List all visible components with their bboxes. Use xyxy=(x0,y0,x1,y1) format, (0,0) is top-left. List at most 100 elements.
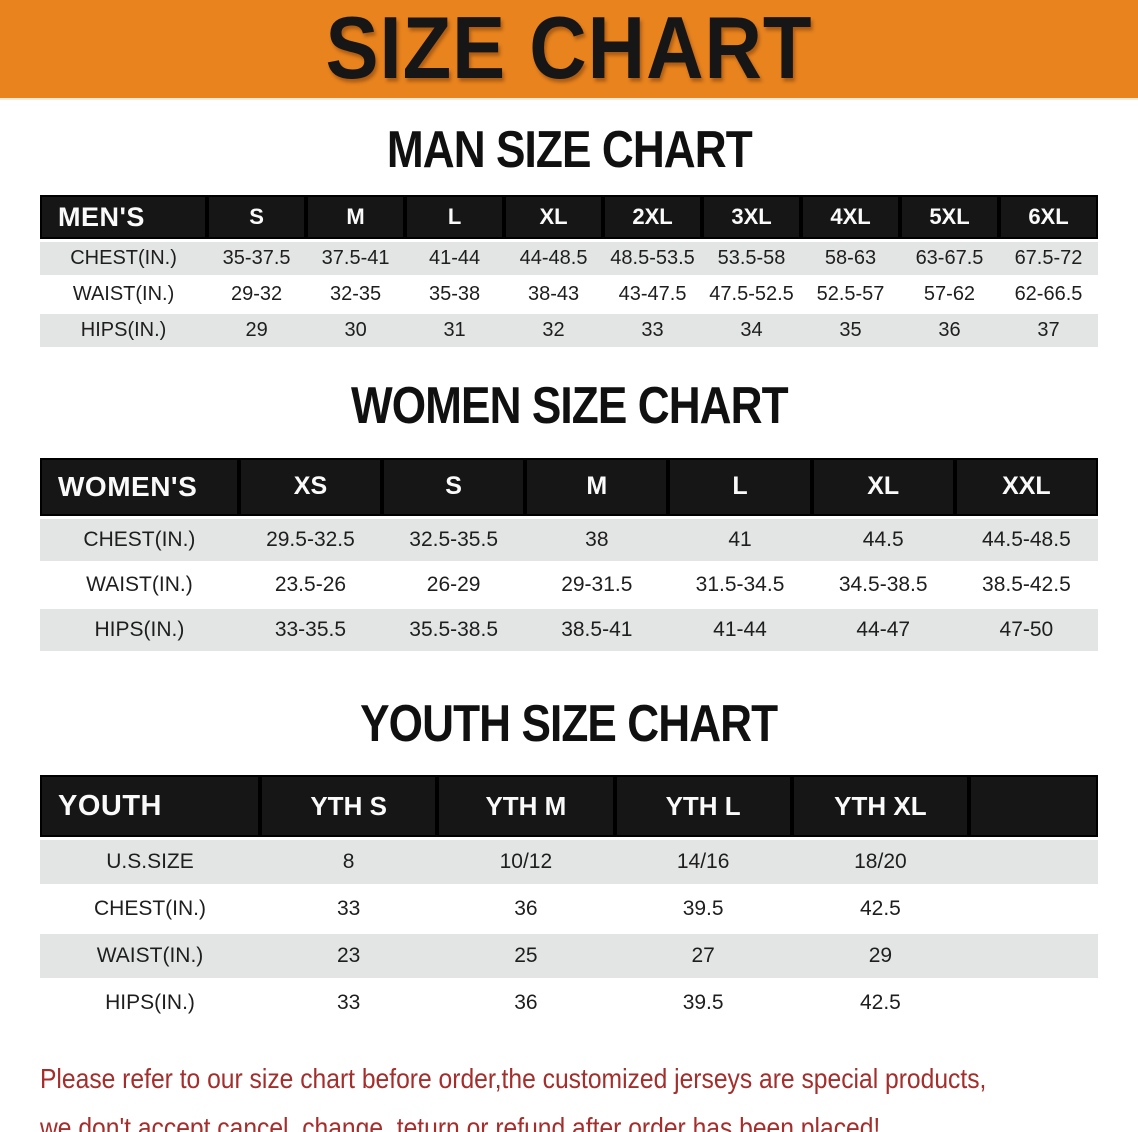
measurement-value: 29 xyxy=(791,934,970,979)
table-row: WAIST(IN.) 23 25 27 29 xyxy=(40,934,1098,979)
measurement-value: 8 xyxy=(260,840,438,885)
size-column-header: 3XL xyxy=(702,195,802,240)
table-row: U.S.SIZE 8 10/12 14/16 18/20 xyxy=(40,840,1098,885)
measurement-value: 34 xyxy=(702,314,802,348)
measurement-value: 63-67.5 xyxy=(900,242,999,276)
measurement-value: 38.5-42.5 xyxy=(954,563,1098,606)
measurement-value: 29.5-32.5 xyxy=(238,518,383,561)
measurement-value: 44-47 xyxy=(811,608,955,651)
measurement-value: 34.5-38.5 xyxy=(811,563,955,606)
men-section-title-text: MAN SIZE CHART xyxy=(386,121,753,180)
row-filler xyxy=(969,887,1098,932)
table-row: CHEST(IN.) 35-37.5 37.5-41 41-44 44-48.5 48.5… xyxy=(40,242,1098,276)
measurement-value: 38-43 xyxy=(504,278,604,312)
size-column-header: YTH M xyxy=(437,775,615,838)
measurement-value: 32 xyxy=(504,314,604,348)
header-filler xyxy=(969,775,1098,838)
size-chart-banner: SIZE CHART xyxy=(0,0,1138,100)
size-column-header: S xyxy=(382,457,526,516)
measurement-value: 41 xyxy=(668,518,812,561)
women-size-section: WOMEN SIZE CHART WOMEN'S XS S M L XL XXL CHEST(… xyxy=(40,378,1098,654)
measurement-value: 52.5-57 xyxy=(801,278,900,312)
table-row: WAIST(IN.) 29-32 32-35 35-38 38-43 43-47.5 47.… xyxy=(40,278,1098,312)
table-row: CHEST(IN.) 33 36 39.5 42.5 xyxy=(40,887,1098,932)
measurement-value: 43-47.5 xyxy=(603,278,703,312)
measurement-row-label: U.S.SIZE xyxy=(40,840,261,885)
size-column-header: 6XL xyxy=(998,195,1098,240)
size-column-header: XL xyxy=(504,195,604,240)
measurement-value: 62-66.5 xyxy=(998,278,1098,312)
size-column-header: XXL xyxy=(954,457,1098,516)
measurement-value: 39.5 xyxy=(614,981,792,1026)
measurement-value: 32-35 xyxy=(306,278,406,312)
measurement-value: 29-31.5 xyxy=(525,563,669,606)
measurement-value: 38 xyxy=(525,518,669,561)
measurement-value: 38.5-41 xyxy=(525,608,669,651)
measurement-value: 30 xyxy=(306,314,406,348)
measurement-value: 57-62 xyxy=(900,278,999,312)
measurement-value: 36 xyxy=(437,981,615,1026)
measurement-value: 37.5-41 xyxy=(306,242,406,276)
measurement-value: 36 xyxy=(900,314,999,348)
measurement-row-label: WAIST(IN.) xyxy=(40,563,239,606)
measurement-value: 42.5 xyxy=(791,981,970,1026)
table-group-label: WOMEN'S xyxy=(40,457,239,516)
table-row: WAIST(IN.) 23.5-26 26-29 29-31.5 31.5-34.5 34… xyxy=(40,563,1098,606)
measurement-value: 53.5-58 xyxy=(702,242,802,276)
measurement-value: 29-32 xyxy=(207,278,307,312)
size-column-header: 5XL xyxy=(900,195,999,240)
measurement-value: 33 xyxy=(260,981,438,1026)
measurement-row-label: HIPS(IN.) xyxy=(40,608,239,651)
measurement-value: 35 xyxy=(801,314,900,348)
row-filler xyxy=(969,934,1098,979)
women-section-title-text: WOMEN SIZE CHART xyxy=(350,378,789,436)
measurement-row-label: CHEST(IN.) xyxy=(40,242,208,276)
measurement-value: 39.5 xyxy=(614,887,792,932)
youth-section-title-text: YOUTH SIZE CHART xyxy=(360,695,778,753)
size-column-header: S xyxy=(207,195,307,240)
measurement-value: 32.5-35.5 xyxy=(382,518,526,561)
measurement-row-label: CHEST(IN.) xyxy=(40,518,239,561)
measurement-value: 31.5-34.5 xyxy=(668,563,812,606)
measurement-row-label: WAIST(IN.) xyxy=(40,278,208,312)
size-column-header: XS xyxy=(238,457,383,516)
banner-title: SIZE CHART xyxy=(325,0,813,98)
measurement-value: 47.5-52.5 xyxy=(702,278,802,312)
measurement-value: 23.5-26 xyxy=(238,563,383,606)
size-column-header: YTH S xyxy=(260,775,438,838)
women-size-table: WOMEN'S XS S M L XL XXL CHEST(IN.) 29.5-32.5 32.5… xyxy=(40,455,1098,654)
measurement-value: 35-38 xyxy=(405,278,505,312)
measurement-row-label: HIPS(IN.) xyxy=(40,314,208,348)
youth-size-table: YOUTH YTH S YTH M YTH L YTH XL U.S.SIZE 8 10/12… xyxy=(40,772,1098,1028)
table-header-row: WOMEN'S XS S M L XL XXL xyxy=(40,457,1098,516)
row-filler xyxy=(969,840,1098,885)
size-column-header: XL xyxy=(811,457,955,516)
table-row: HIPS(IN.) 29 30 31 32 33 34 35 36 37 xyxy=(40,314,1098,348)
measurement-value: 41-44 xyxy=(668,608,812,651)
measurement-value: 33 xyxy=(260,887,438,932)
measurement-value: 58-63 xyxy=(801,242,900,276)
measurement-value: 44-48.5 xyxy=(504,242,604,276)
women-section-title: WOMEN SIZE CHART xyxy=(40,378,1098,436)
size-chart-content: MAN SIZE CHART MEN'S S M L XL 2XL 3XL 4XL 5XL 6XL… xyxy=(0,121,1138,1028)
measurement-value: 25 xyxy=(437,934,615,979)
order-notice-line-2: we don't accept cancel, change, teturn o… xyxy=(40,1112,881,1132)
measurement-value: 42.5 xyxy=(791,887,970,932)
measurement-value: 33-35.5 xyxy=(238,608,383,651)
youth-section-title: YOUTH SIZE CHART xyxy=(40,695,1098,753)
measurement-value: 10/12 xyxy=(437,840,615,885)
measurement-value: 18/20 xyxy=(791,840,970,885)
measurement-value: 36 xyxy=(437,887,615,932)
table-row: HIPS(IN.) 33-35.5 35.5-38.5 38.5-41 41-44 44-… xyxy=(40,608,1098,651)
size-column-header: M xyxy=(306,195,406,240)
measurement-value: 29 xyxy=(207,314,307,348)
size-column-header: YTH L xyxy=(614,775,792,838)
order-notice-line-1: Please refer to our size chart before or… xyxy=(40,1063,987,1095)
measurement-value: 44.5-48.5 xyxy=(954,518,1098,561)
size-column-header: L xyxy=(668,457,812,516)
measurement-value: 33 xyxy=(603,314,703,348)
row-filler xyxy=(969,981,1098,1026)
measurement-value: 23 xyxy=(260,934,438,979)
men-size-section: MAN SIZE CHART MEN'S S M L XL 2XL 3XL 4XL 5XL 6XL… xyxy=(40,121,1098,350)
measurement-row-label: CHEST(IN.) xyxy=(40,887,261,932)
